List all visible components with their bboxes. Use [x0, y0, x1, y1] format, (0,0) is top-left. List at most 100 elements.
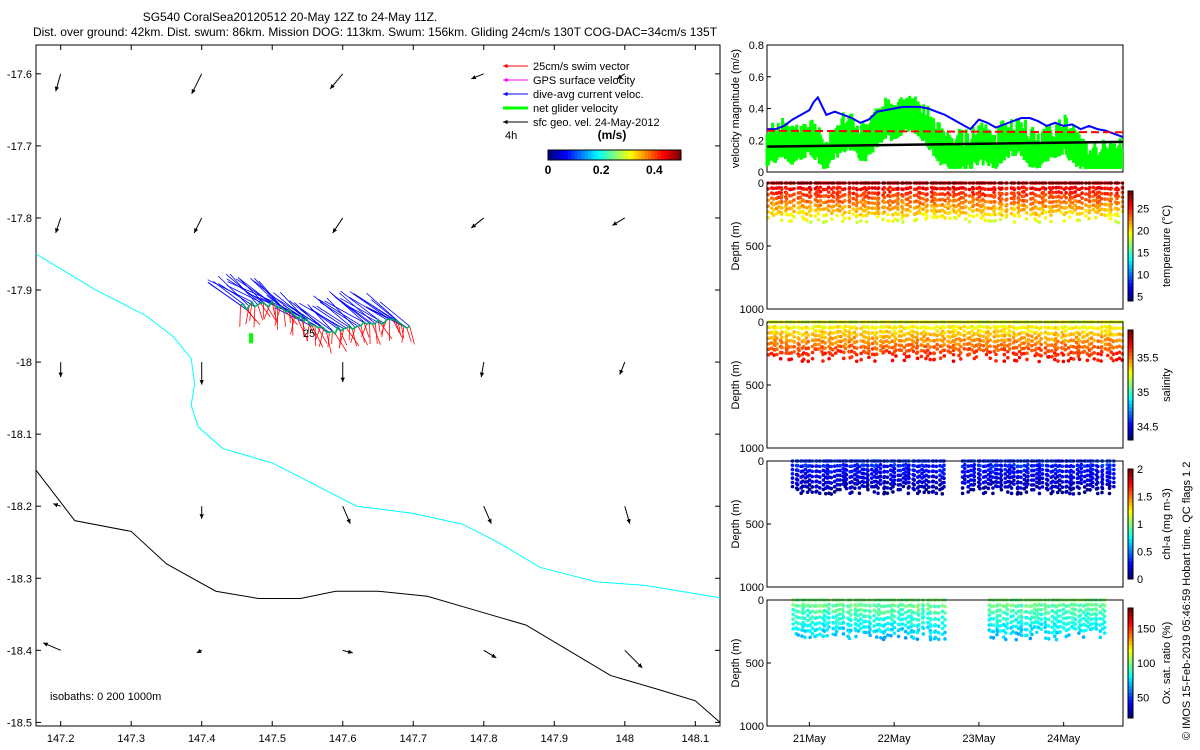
section-point	[936, 637, 941, 642]
section-point	[766, 347, 771, 352]
section-point	[899, 339, 904, 343]
section-point	[907, 331, 911, 336]
section-point	[935, 324, 939, 329]
section-point	[912, 478, 917, 482]
section-point	[838, 185, 842, 190]
section-point	[789, 344, 794, 349]
section-point	[882, 210, 887, 214]
section-point	[876, 186, 881, 190]
section-point	[816, 217, 821, 222]
section-point	[927, 464, 931, 469]
section-point	[1114, 326, 1119, 331]
section-point	[863, 619, 868, 624]
section-point	[1109, 191, 1113, 196]
section-point	[988, 478, 993, 483]
section-point	[856, 624, 861, 628]
section-point	[935, 329, 939, 333]
section-point	[1080, 211, 1084, 216]
section-point	[1077, 486, 1081, 490]
section-point	[907, 472, 911, 476]
section-point	[948, 216, 952, 221]
section-point	[805, 193, 809, 198]
swim-vector	[331, 330, 333, 345]
section-point	[1085, 345, 1090, 350]
section-colorbar-segment	[1128, 436, 1133, 441]
section-point	[886, 633, 890, 637]
section-point	[925, 186, 929, 191]
section-point	[859, 607, 863, 612]
section-point	[1053, 336, 1058, 341]
track-line	[240, 299, 411, 335]
section-point	[924, 356, 928, 361]
section-point	[918, 201, 922, 205]
section-point	[827, 602, 831, 607]
section-point	[931, 464, 936, 468]
section-point	[991, 470, 995, 474]
section-point	[988, 356, 992, 361]
section-point	[849, 337, 854, 342]
section-point	[882, 490, 887, 495]
section-point	[1026, 342, 1031, 346]
section-point	[894, 342, 898, 347]
section-point	[1090, 476, 1095, 480]
section-point	[876, 211, 881, 216]
map-colorbar: 0 0.2 0.4	[545, 149, 682, 177]
section-point	[779, 187, 784, 192]
section-point	[1000, 197, 1004, 201]
section-point	[867, 337, 871, 342]
section-point	[896, 191, 900, 196]
colorbar-segment	[617, 150, 622, 160]
section-point	[1077, 345, 1082, 349]
section-point	[1087, 199, 1092, 204]
section-point	[1024, 205, 1029, 209]
section-point	[993, 206, 997, 211]
section-point	[849, 628, 853, 633]
section-point	[896, 196, 900, 201]
section-point	[843, 333, 848, 338]
section-point	[966, 469, 970, 474]
section-point	[1017, 203, 1022, 208]
section-point	[873, 196, 877, 201]
section-point	[1099, 335, 1104, 339]
section-point	[870, 186, 875, 190]
section-point	[933, 629, 938, 634]
section-point	[995, 629, 1000, 634]
section-point	[1004, 197, 1009, 202]
section-point	[855, 220, 859, 225]
section-point	[775, 325, 779, 330]
section-point	[983, 464, 988, 469]
section-point	[818, 626, 822, 631]
section-point	[899, 343, 904, 348]
section-point	[1051, 185, 1055, 190]
swim-vector	[380, 323, 393, 340]
section-point	[1113, 219, 1118, 224]
section-point	[1031, 196, 1035, 201]
section-point	[958, 350, 963, 355]
section-point	[925, 209, 929, 213]
section-ylabel: Depth (m)	[730, 222, 742, 271]
section-point	[917, 484, 922, 489]
section-point	[905, 197, 910, 201]
section-point	[792, 325, 796, 329]
section-point	[817, 324, 821, 329]
section-point	[962, 333, 967, 338]
section-point	[817, 491, 822, 496]
legend-arrow-head	[503, 105, 508, 111]
section-point	[1073, 612, 1078, 617]
swim-vector	[245, 306, 250, 325]
section-point	[838, 190, 842, 195]
section-point	[1022, 325, 1026, 330]
section-point	[1096, 351, 1100, 356]
section-point	[827, 616, 831, 620]
section-point	[967, 213, 972, 218]
section-point	[983, 187, 987, 192]
section-point	[868, 627, 872, 632]
map-isobaths	[35, 253, 721, 723]
section-point	[1026, 470, 1030, 475]
section-point	[885, 464, 890, 469]
section-point	[1043, 187, 1048, 191]
section-point	[1082, 349, 1087, 354]
section-point	[892, 482, 897, 486]
section-point	[931, 479, 936, 484]
colorbar-segment	[661, 150, 665, 160]
